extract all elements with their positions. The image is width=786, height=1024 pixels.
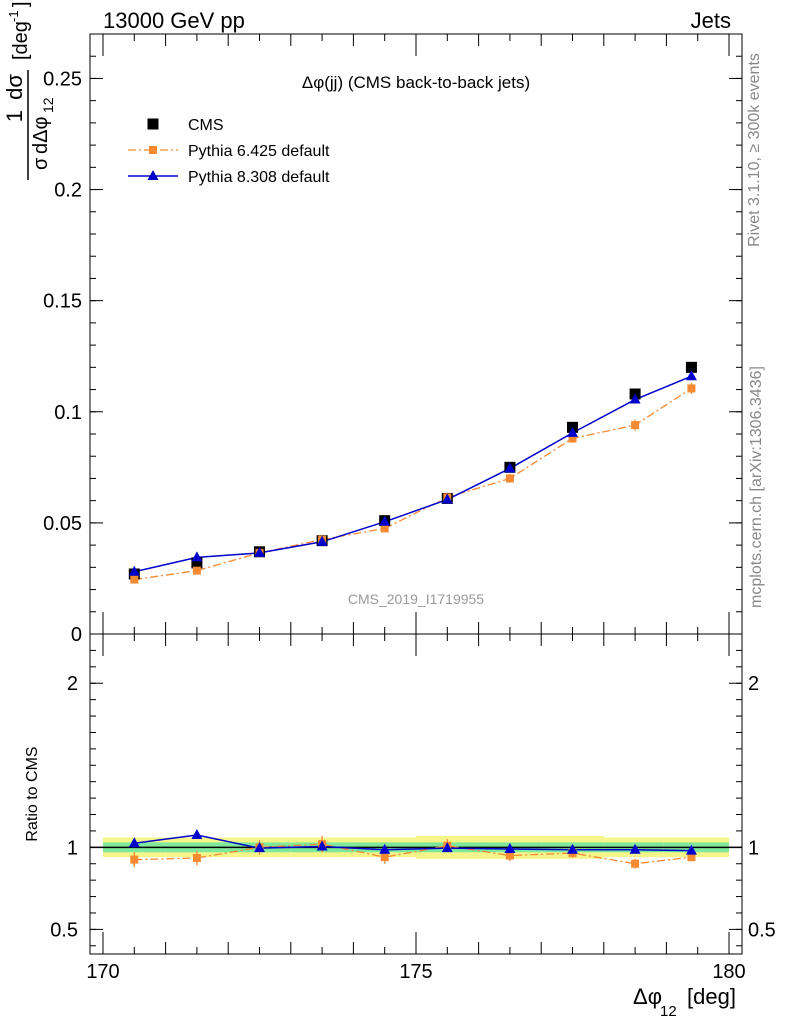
y-tick-label: 0.25 bbox=[43, 68, 82, 90]
legend-pythia6-label: Pythia 6.425 default bbox=[188, 143, 330, 160]
ratio-pythia8-point bbox=[567, 843, 578, 854]
y-tick-label: 0.1 bbox=[54, 402, 82, 424]
ratio-pythia6-point bbox=[192, 854, 201, 862]
legend-pythia8-marker bbox=[147, 170, 159, 180]
y-axis-label-den: dΔφ bbox=[30, 117, 52, 154]
ratio-pythia6-point bbox=[130, 855, 139, 864]
ratio-pythia8-point bbox=[254, 842, 265, 853]
ratio-pythia6-point bbox=[687, 853, 696, 862]
cms-point bbox=[191, 557, 203, 569]
pythia8-point bbox=[316, 535, 328, 546]
y-axis-label-den: σ bbox=[30, 157, 52, 170]
y-tick-label: 0.15 bbox=[43, 291, 82, 313]
ratio-y-tick-label-right: 2 bbox=[748, 673, 759, 695]
ratio-bands bbox=[90, 835, 742, 859]
y-axis-label-sub: 12 bbox=[40, 97, 56, 113]
ratio-y-tick-label: 1 bbox=[67, 837, 78, 859]
y-axis-label-sup: -1 bbox=[6, 10, 21, 22]
ratio-pythia8-point bbox=[128, 837, 140, 848]
x-axis-label-main: Δφ bbox=[633, 984, 662, 1009]
ratio-y-tick-label: 0.5 bbox=[50, 919, 78, 941]
ratio-pythia6-point bbox=[631, 859, 640, 868]
y-axis-label-unit: ] bbox=[10, 1, 32, 7]
pythia6-point bbox=[687, 384, 696, 393]
x-axis-label-sub: 12 bbox=[660, 1003, 677, 1020]
legend-cms-label: CMS bbox=[188, 117, 224, 134]
pythia6-point bbox=[380, 524, 389, 533]
ratio-y-axis-label: Ratio to CMS bbox=[24, 746, 41, 841]
x-tick-label: 175 bbox=[399, 961, 432, 983]
header-jets-label: Jets bbox=[690, 8, 731, 33]
ratio-pythia8-point bbox=[191, 829, 203, 840]
legend-pythia8-label: Pythia 8.308 default bbox=[188, 169, 330, 186]
legend-pythia6-marker bbox=[149, 146, 157, 154]
pythia6-line bbox=[134, 387, 692, 581]
main-plot-series bbox=[128, 361, 697, 584]
ratio-pythia6-point bbox=[505, 851, 514, 860]
pythia8-line bbox=[134, 375, 692, 573]
ratio-plot-frame bbox=[89, 633, 743, 955]
legend: CMS Pythia 6.425 default Pythia 8.308 defa… bbox=[128, 117, 330, 186]
pythia8-point bbox=[629, 393, 641, 404]
x-tick-label: 170 bbox=[86, 961, 119, 983]
pythia8-point bbox=[379, 515, 391, 526]
y-tick-label: 0.05 bbox=[43, 513, 82, 535]
y-axis-label: 1 dσ σ dΔφ 12 [deg-1] bbox=[2, 1, 56, 180]
pythia8-point bbox=[191, 551, 203, 562]
ratio-pythia8-line bbox=[134, 834, 692, 852]
ratio-pythia6-point bbox=[380, 853, 389, 862]
plot-title: Δφ(jj) (CMS back-to-back jets) bbox=[302, 73, 530, 92]
pythia8-point bbox=[567, 426, 578, 437]
ratio-y-tick-label: 2 bbox=[67, 673, 78, 695]
pythia8-point bbox=[504, 462, 516, 473]
pythia6-point bbox=[192, 566, 201, 575]
y-tick-label: 0 bbox=[71, 624, 82, 646]
ratio-pythia8-point bbox=[379, 843, 391, 854]
legend-cms-marker bbox=[147, 118, 159, 130]
pythia8-point bbox=[441, 493, 453, 504]
y-tick-label: 0.2 bbox=[54, 180, 82, 202]
analysis-watermark: CMS_2019_I1719955 bbox=[348, 591, 484, 607]
ratio-plot-border bbox=[89, 633, 743, 955]
ratio-pythia6-line bbox=[134, 843, 692, 865]
ratio-pythia8-point bbox=[441, 842, 453, 853]
ratio-pythia8-point bbox=[504, 842, 516, 853]
pythia6-point bbox=[130, 575, 139, 584]
y-axis-label-unit: [deg bbox=[10, 21, 32, 60]
cms-point bbox=[685, 361, 697, 373]
pythia8-point bbox=[128, 565, 140, 576]
header-energy-label: 13000 GeV pp bbox=[103, 8, 245, 33]
ratio-y-tick-label-right: 1 bbox=[748, 837, 759, 859]
ratio-y-tick-label-right: 0.5 bbox=[748, 919, 776, 941]
y-axis-label-num: 1 bbox=[2, 110, 27, 122]
pythia6-point bbox=[631, 421, 640, 430]
pythia8-point bbox=[254, 546, 265, 557]
pythia6-point bbox=[568, 434, 577, 443]
ratio-pythia8-point bbox=[685, 844, 697, 855]
ratio-pythia8-point bbox=[629, 843, 641, 854]
pythia8-point bbox=[685, 370, 697, 381]
pythia6-point bbox=[505, 474, 514, 483]
y-axis-label-num: dσ bbox=[2, 74, 27, 100]
ratio-plot-series bbox=[128, 829, 697, 869]
ratio-pythia8-point bbox=[316, 840, 328, 851]
x-tick-label: 180 bbox=[712, 961, 745, 983]
x-axis-label-unit: [deg] bbox=[687, 984, 736, 1009]
